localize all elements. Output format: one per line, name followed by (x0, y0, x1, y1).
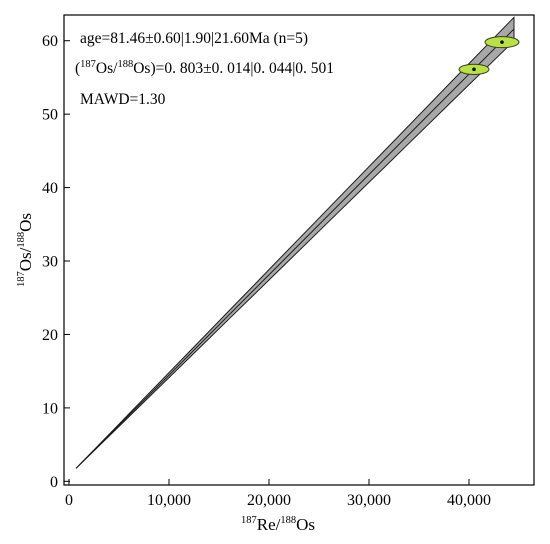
y-axis-label: 187Os/188Os (16, 213, 35, 287)
x-tick-label: 20,000 (247, 492, 291, 509)
y-tick-label: 50 (42, 107, 58, 124)
y-label-sup-187: 187 (16, 271, 27, 287)
isochron-series (75, 16, 520, 469)
mawd-annotation: MAWD=1.30 (80, 91, 166, 108)
x-label-re: Re/ (257, 515, 281, 534)
y-tick-label: 20 (42, 327, 58, 344)
initial-ratio-annotation: (187Os/188Os)=0. 803±0. 014|0. 044|0. 50… (75, 59, 334, 77)
x-label-sup-187: 187 (241, 515, 257, 526)
y-axis-ticks: 0 10 20 30 40 50 60 (42, 33, 70, 491)
y-axis-label-group: 187Os/188Os (16, 213, 35, 287)
y-tick-label: 60 (42, 33, 58, 50)
y-tick-label: 0 (50, 474, 58, 491)
data-point-center (472, 67, 476, 72)
x-label-os: Os (296, 515, 315, 534)
isochron-error-envelope (75, 16, 515, 469)
ratio-sup-188: 188 (117, 59, 133, 70)
x-tick-label: 30,000 (347, 492, 391, 509)
plot-frame (63, 14, 535, 486)
y-label-sup-188: 188 (16, 232, 27, 248)
y-label-os: Os/ (16, 247, 35, 271)
age-annotation: age=81.46±0.60|1.90|21.60Ma (n=5) (80, 30, 308, 47)
y-label-os2: Os (16, 213, 35, 232)
x-axis-label: 187Re/188Os (241, 515, 315, 534)
ratio-rest: Os)=0. 803±0. 014|0. 044|0. 501 (133, 60, 334, 77)
y-tick-label: 10 (42, 400, 58, 417)
x-label-sup-188: 188 (280, 515, 296, 526)
x-tick-label: 40,000 (447, 492, 491, 509)
isochron-line (75, 28, 515, 469)
ratio-open: ( (75, 60, 80, 77)
x-tick-label: 0 (65, 492, 73, 509)
y-tick-label: 40 (42, 180, 58, 197)
y-tick-label: 30 (42, 254, 58, 271)
x-axis-ticks: 0 10,000 20,000 30,000 40,000 (65, 479, 491, 509)
ratio-sup-187: 187 (80, 59, 96, 70)
data-point-center (500, 40, 504, 44)
ratio-mid: Os/ (96, 60, 118, 77)
x-tick-label: 10,000 (147, 492, 191, 509)
